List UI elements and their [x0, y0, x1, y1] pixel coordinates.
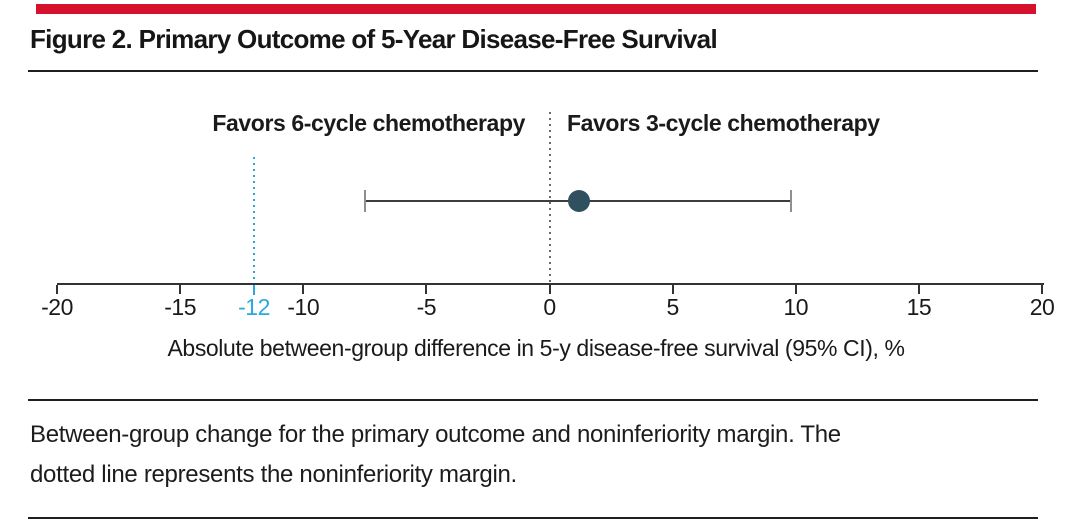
- x-axis-tick: [548, 285, 551, 294]
- x-axis-line: [57, 283, 1044, 285]
- caption-line-1: Between-group change for the primary out…: [30, 421, 841, 448]
- ci-cap-right: [789, 190, 792, 212]
- x-axis-tick: [425, 285, 428, 294]
- caption-divider-bottom: [28, 517, 1038, 519]
- favors-3-cycle-label: Favors 3-cycle chemotherapy: [567, 110, 880, 136]
- x-axis-tick-label: 10: [783, 294, 809, 320]
- x-axis-tick: [56, 285, 58, 294]
- figure-caption: Between-group change for the primary out…: [30, 415, 1042, 495]
- favors-6-cycle-label: Favors 6-cycle chemotherapy: [212, 110, 525, 136]
- ci-cap-left: [363, 190, 366, 212]
- x-axis-title: Absolute between-group difference in 5-y…: [167, 335, 905, 361]
- x-axis-tick-label: 5: [666, 294, 679, 320]
- noninferiority-margin-line: [253, 157, 255, 283]
- noninferiority-margin-tick: [253, 285, 255, 295]
- x-axis-tick-label: -10: [287, 294, 320, 320]
- x-axis-tick-label: -20: [41, 294, 73, 320]
- figure-title: Figure 2. Primary Outcome of 5-Year Dise…: [30, 24, 718, 54]
- x-axis-tick-label: 20: [1029, 294, 1055, 320]
- zero-reference-line: [548, 112, 551, 283]
- x-axis-tick: [794, 285, 797, 294]
- x-axis-tick: [179, 285, 182, 294]
- x-axis-tick-label: -15: [164, 294, 196, 320]
- forest-plot: Favors 6-cycle chemotherapy Favors 3-cyc…: [0, 74, 1072, 399]
- x-axis-tick-label: 15: [906, 294, 932, 320]
- journal-accent-bar: [36, 4, 1036, 14]
- x-axis-tick: [1041, 285, 1043, 294]
- caption-line-2: dotted line represents the noninferiorit…: [30, 461, 517, 488]
- caption-divider-top: [28, 399, 1038, 401]
- x-axis-tick-label: -5: [416, 294, 437, 320]
- x-axis-tick: [917, 285, 920, 294]
- x-axis-tick-label: 0: [543, 294, 556, 320]
- title-divider: [28, 70, 1038, 72]
- point-estimate-marker: [568, 190, 591, 212]
- x-axis-tick: [671, 285, 674, 294]
- x-axis-tick: [302, 285, 305, 294]
- noninferiority-margin-tick-label: -12: [238, 294, 270, 320]
